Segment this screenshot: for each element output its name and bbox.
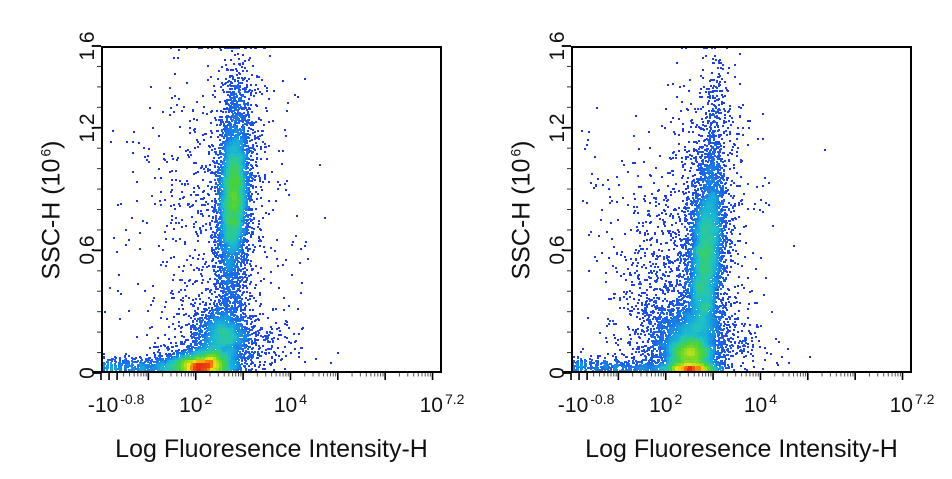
flow-cytometry-figure: SSC-H (106) Log Fluoresence Intensity-H … bbox=[37, 31, 935, 463]
axis-ticks bbox=[92, 45, 904, 380]
